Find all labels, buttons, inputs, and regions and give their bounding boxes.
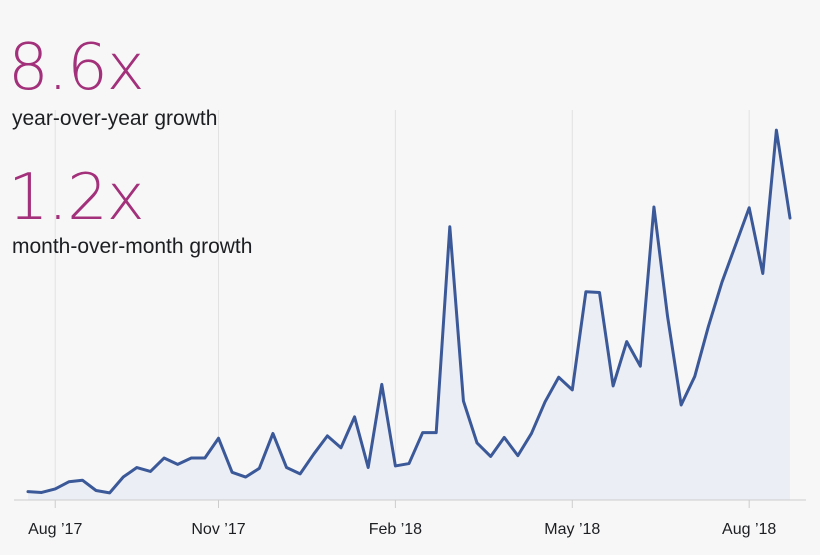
mom-growth-value: 1.2x	[8, 161, 145, 235]
tick-label-4: Aug ’18	[722, 521, 776, 538]
x-axis-ticks: Aug ’17 Nov ’17 Feb ’18 May ’18 Aug ’18	[28, 500, 776, 538]
mom-growth-label: month-over-month growth	[12, 235, 253, 258]
tick-label-1: Nov ’17	[191, 521, 245, 538]
yoy-growth-value: 8.6x	[8, 31, 145, 105]
tick-label-2: Feb ’18	[369, 521, 422, 538]
tick-label-3: May ’18	[544, 521, 600, 538]
tick-label-0: Aug ’17	[28, 521, 82, 538]
yoy-growth-label: year-over-year growth	[12, 107, 218, 130]
series-area	[28, 130, 790, 500]
series-line	[26, 128, 792, 495]
